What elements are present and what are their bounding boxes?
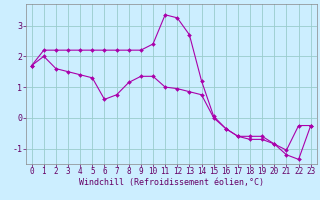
X-axis label: Windchill (Refroidissement éolien,°C): Windchill (Refroidissement éolien,°C)	[79, 178, 264, 187]
